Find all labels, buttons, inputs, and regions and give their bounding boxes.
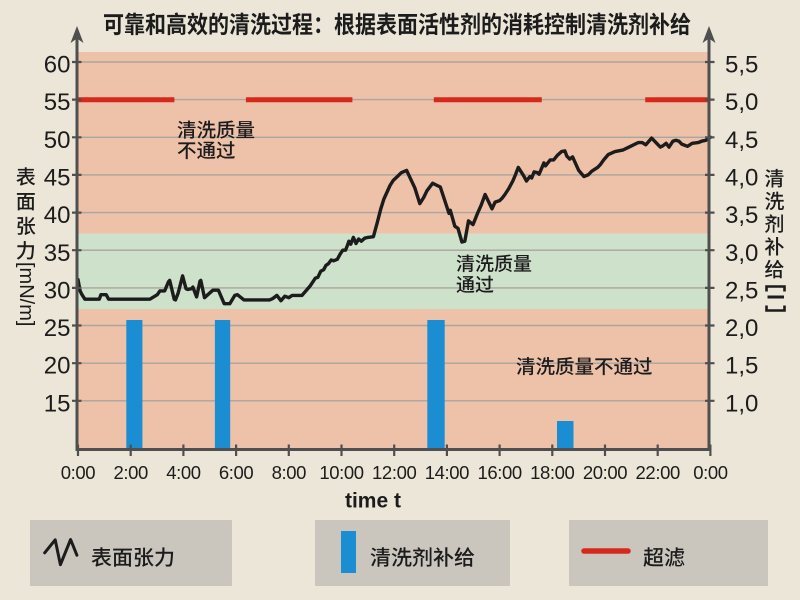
svg-text:60: 60	[44, 52, 71, 79]
svg-text:4,0: 4,0	[725, 164, 758, 191]
svg-text:22:00: 22:00	[636, 462, 680, 483]
svg-text:18:00: 18:00	[530, 462, 574, 483]
svg-text:time t: time t	[345, 490, 401, 513]
svg-text:1,0: 1,0	[725, 390, 758, 417]
svg-text:3,0: 3,0	[725, 240, 758, 267]
svg-text:35: 35	[44, 240, 71, 267]
svg-text:2,0: 2,0	[725, 315, 758, 342]
svg-text:3,5: 3,5	[725, 202, 758, 229]
svg-text:10:00: 10:00	[319, 462, 363, 483]
svg-text:4:00: 4:00	[166, 462, 201, 483]
svg-text:40: 40	[44, 202, 71, 229]
svg-text:15: 15	[44, 390, 71, 417]
svg-text:50: 50	[44, 127, 71, 154]
svg-text:[mN/m]: [mN/m]	[15, 262, 37, 326]
svg-text:8:00: 8:00	[272, 462, 307, 483]
svg-text:5,0: 5,0	[725, 89, 758, 116]
svg-text:1,5: 1,5	[725, 353, 758, 380]
svg-text:2:00: 2:00	[113, 462, 148, 483]
svg-text:4,5: 4,5	[725, 127, 758, 154]
svg-text:5,5: 5,5	[725, 52, 758, 79]
svg-text:30: 30	[44, 277, 71, 304]
svg-text:6:00: 6:00	[219, 462, 254, 483]
svg-text:25: 25	[44, 315, 71, 342]
svg-text:45: 45	[44, 164, 71, 191]
svg-text:55: 55	[44, 89, 71, 116]
svg-text:16:00: 16:00	[477, 462, 521, 483]
svg-text:0:00: 0:00	[61, 462, 96, 483]
svg-text:14:00: 14:00	[425, 462, 469, 483]
svg-text:2,5: 2,5	[725, 277, 758, 304]
svg-text:20: 20	[44, 353, 71, 380]
svg-text:12:00: 12:00	[372, 462, 416, 483]
svg-text:20:00: 20:00	[583, 462, 627, 483]
svg-text:0:00: 0:00	[693, 462, 728, 483]
